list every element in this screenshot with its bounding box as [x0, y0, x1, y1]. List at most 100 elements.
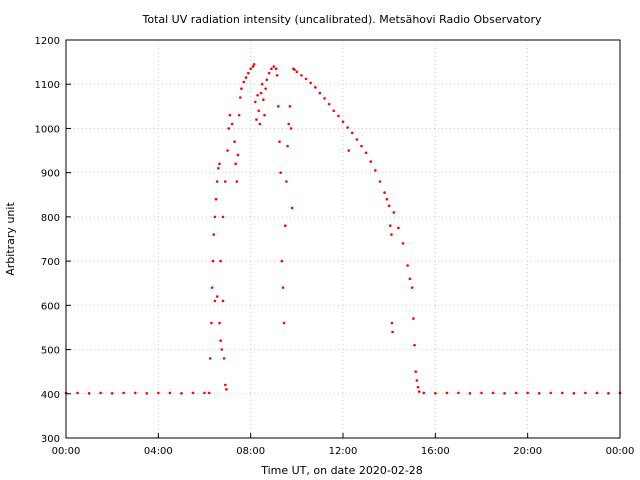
data-point	[218, 321, 221, 325]
data-point	[360, 144, 363, 148]
data-point	[287, 122, 291, 126]
data-point	[133, 391, 137, 395]
data-point	[215, 180, 219, 183]
data-point	[607, 392, 610, 395]
data-point	[503, 392, 506, 395]
data-point	[211, 259, 215, 263]
y-tick-label: 300	[41, 434, 60, 445]
data-point	[445, 391, 449, 395]
data-point	[227, 127, 231, 130]
data-point	[468, 392, 472, 395]
data-point	[180, 392, 183, 395]
data-point	[337, 114, 340, 118]
data-point	[491, 391, 495, 395]
chart-title: Total UV radiation intensity (uncalibrat…	[142, 13, 542, 26]
data-point	[228, 113, 232, 117]
data-point	[122, 391, 126, 395]
data-point	[397, 226, 400, 230]
data-point	[332, 109, 336, 113]
data-point	[252, 63, 256, 66]
data-point	[378, 180, 382, 183]
data-point	[327, 102, 331, 106]
data-point	[480, 391, 483, 395]
data-point	[304, 77, 308, 81]
data-point	[217, 166, 220, 170]
data-point	[414, 370, 418, 373]
data-point	[221, 299, 225, 303]
data-point	[219, 259, 222, 263]
data-point	[415, 379, 419, 382]
data-point	[412, 317, 415, 320]
data-point	[401, 242, 405, 245]
data-point	[391, 330, 394, 334]
x-axis-ticks: 00:00 04:00 08:00 12:00 16:00 20:00 00:00	[52, 433, 634, 457]
data-point	[218, 162, 221, 166]
data-point	[240, 87, 243, 90]
y-tick-label: 1000	[35, 124, 60, 135]
data-point	[255, 118, 258, 121]
data-point	[282, 321, 286, 325]
data-point	[222, 357, 226, 360]
data-point	[145, 392, 149, 395]
data-point	[272, 65, 276, 68]
data-point	[323, 97, 326, 100]
data-point	[389, 224, 392, 228]
data-point	[595, 391, 599, 395]
x-tick-label: 16:00	[421, 446, 450, 457]
data-point	[274, 67, 278, 71]
data-point	[223, 383, 227, 387]
data-point	[258, 122, 262, 126]
data-point	[300, 74, 303, 77]
y-axis-label: Arbitrary unit	[4, 202, 17, 276]
data-point	[350, 131, 354, 135]
data-point	[263, 113, 266, 117]
data-point	[233, 140, 236, 144]
data-point	[242, 80, 246, 84]
y-tick-label: 500	[41, 346, 60, 357]
data-point	[249, 67, 252, 71]
data-point	[286, 144, 289, 148]
data-point	[278, 140, 281, 144]
x-tick-label: 20:00	[513, 446, 542, 457]
y-tick-label: 1200	[35, 36, 60, 47]
y-tick-label: 700	[41, 257, 60, 268]
data-point	[283, 224, 287, 228]
data-point	[383, 191, 386, 194]
data-point	[220, 348, 224, 351]
y-tick-label: 800	[41, 213, 60, 224]
data-point	[214, 197, 218, 201]
data-point	[309, 81, 312, 85]
y-axis-ticks: 300 400 500 600 700 800 900 1000 1100 1200	[35, 36, 71, 445]
data-point	[270, 67, 273, 71]
data-point	[219, 339, 222, 343]
data-point	[191, 391, 195, 395]
data-point	[289, 127, 293, 130]
data-point	[230, 122, 234, 126]
data-point	[422, 391, 426, 395]
data-point	[392, 211, 396, 214]
data-point	[364, 151, 368, 155]
x-tick-label: 04:00	[144, 446, 173, 457]
data-point	[213, 299, 217, 303]
data-point	[208, 357, 212, 360]
data-point	[341, 120, 345, 124]
data-point	[223, 180, 227, 183]
data-point	[210, 286, 214, 289]
data-point	[210, 321, 213, 325]
y-tick-label: 400	[41, 390, 60, 401]
data-point	[168, 391, 172, 395]
data-point	[410, 286, 414, 289]
data-point	[408, 277, 412, 281]
data-point	[369, 160, 373, 163]
data-point	[355, 138, 359, 141]
data-point	[256, 93, 259, 97]
data-points	[64, 63, 622, 395]
data-point	[281, 286, 285, 289]
data-point	[267, 71, 271, 75]
data-point	[526, 391, 529, 395]
data-point	[406, 264, 409, 267]
data-point	[251, 65, 255, 68]
data-point	[253, 100, 257, 104]
data-point	[260, 82, 264, 86]
